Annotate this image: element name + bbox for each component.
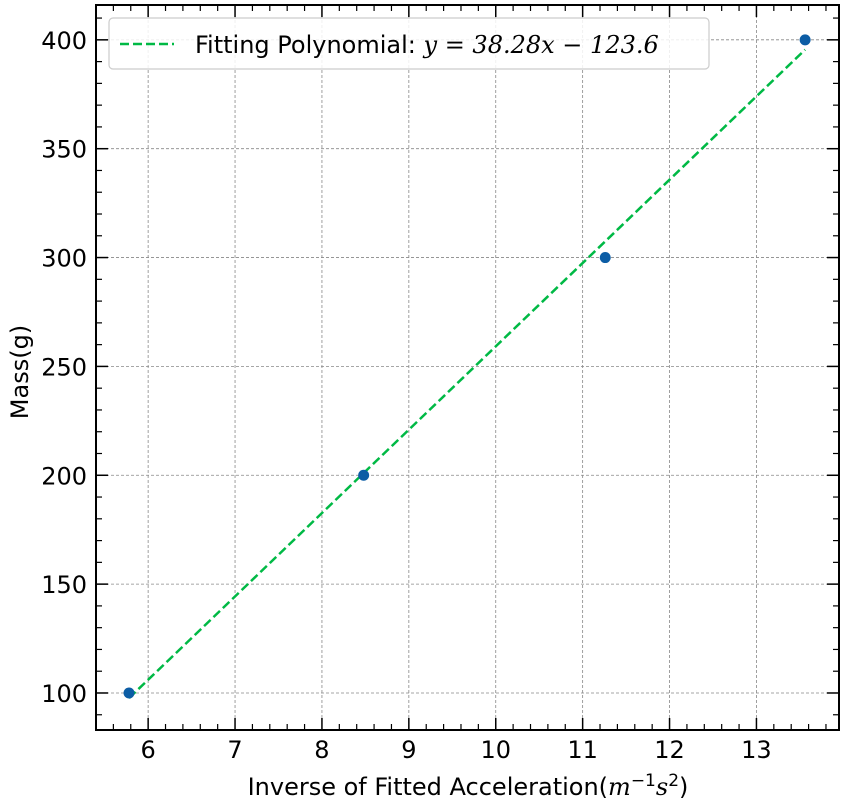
- data-point: [358, 469, 370, 481]
- x-axis-label-close: ): [679, 773, 688, 801]
- plot-frame: [95, 4, 840, 731]
- y-tick-label: 300: [41, 245, 87, 273]
- x-tick-label: 12: [654, 736, 685, 764]
- legend-box: [108, 17, 710, 70]
- tick-labels: 6 7 8 9 10 11 12 13 100 150 200 250 300 350 400: [41, 27, 772, 764]
- legend-label-equation: y = 38.28x − 123.6: [423, 31, 659, 59]
- x-tick-label: 9: [401, 736, 416, 764]
- x-axis-unit-s-exp: 2: [668, 771, 679, 791]
- x-axis-label: Inverse of Fitted Acceleration(m−1s2): [248, 771, 689, 801]
- data-point: [123, 687, 135, 699]
- legend-label: Fitting Polynomial: y = 38.28x − 123.6: [195, 31, 659, 59]
- grid: [96, 5, 839, 730]
- x-tick-label: 6: [140, 736, 155, 764]
- y-tick-label: 250: [41, 353, 87, 381]
- legend-label-prefix: Fitting Polynomial:: [195, 31, 424, 59]
- x-tick-label: 7: [227, 736, 242, 764]
- y-tick-label: 150: [41, 571, 87, 599]
- data-point: [599, 252, 611, 264]
- x-axis-label-text: Inverse of Fitted Acceleration(: [248, 773, 608, 801]
- x-tick-label: 10: [480, 736, 511, 764]
- y-tick-label: 200: [41, 462, 87, 490]
- x-axis-unit-m: m: [608, 773, 631, 801]
- y-axis-label: Mass(g): [6, 325, 34, 419]
- y-tick-label: 400: [41, 27, 87, 55]
- x-axis-unit-m-exp: −1: [631, 771, 656, 791]
- x-tick-label: 8: [314, 736, 329, 764]
- major-ticks: [96, 5, 839, 730]
- x-tick-label: 13: [741, 736, 772, 764]
- y-tick-label: 350: [41, 136, 87, 164]
- x-axis-unit-s: s: [656, 773, 668, 801]
- y-tick-label: 100: [41, 680, 87, 708]
- x-tick-label: 11: [567, 736, 598, 764]
- legend: Fitting Polynomial: y = 38.28x − 123.6: [108, 17, 710, 70]
- series: [123, 34, 811, 699]
- data-point: [799, 34, 811, 46]
- fit-line: [128, 48, 806, 699]
